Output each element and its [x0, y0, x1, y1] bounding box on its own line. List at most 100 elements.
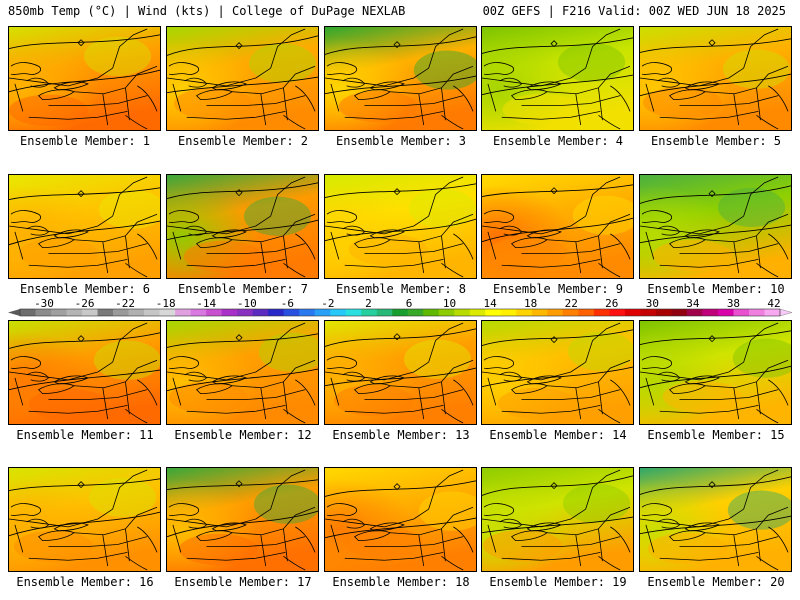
scale-tick-label: 22	[565, 297, 578, 310]
scale-swatch	[609, 309, 626, 316]
scale-swatch	[376, 309, 393, 316]
ensemble-panel-14	[481, 320, 634, 425]
ensemble-member-label: Ensemble Member: 17	[174, 575, 312, 589]
map-field	[9, 321, 160, 424]
scale-tick-label: 38	[727, 297, 740, 310]
scale-swatch	[500, 309, 517, 316]
scale-arrow-right	[779, 308, 792, 317]
scale-swatch	[128, 309, 145, 316]
scale-swatch	[547, 309, 564, 316]
map-field	[482, 468, 633, 571]
scale-swatch	[624, 309, 641, 316]
map-field	[325, 468, 476, 571]
ensemble-member-label: Ensemble Member: 5	[650, 134, 782, 148]
map-field	[167, 468, 318, 571]
ensemble-member-label: Ensemble Member: 10	[647, 282, 785, 296]
scale-swatch	[206, 309, 223, 316]
ensemble-member-label: Ensemble Member: 15	[647, 428, 785, 442]
scale-swatch	[438, 309, 455, 316]
scale-swatch	[330, 309, 347, 316]
scale-swatch	[20, 309, 36, 316]
scale-tick-label: -6	[281, 297, 294, 310]
scale-swatch	[283, 309, 300, 316]
map-field	[325, 27, 476, 130]
ensemble-member-label: Ensemble Member: 9	[492, 282, 624, 296]
map-field	[325, 321, 476, 424]
scale-swatch	[733, 309, 750, 316]
map-field	[167, 27, 318, 130]
scale-swatch	[35, 309, 52, 316]
chart-title: 850mb Temp (°C) | Wind (kts) | College o…	[8, 4, 406, 18]
scale-swatch	[314, 309, 331, 316]
scale-tick-label: 10	[443, 297, 456, 310]
scale-swatch	[578, 309, 595, 316]
scale-tick-label: -10	[237, 297, 257, 310]
scale-swatch	[82, 309, 98, 316]
map-field	[167, 175, 318, 278]
map-field	[9, 27, 160, 130]
ensemble-member-label: Ensemble Member: 8	[335, 282, 467, 296]
map-field	[482, 321, 633, 424]
ensemble-panel-16	[8, 467, 161, 572]
scale-swatch	[407, 309, 424, 316]
ensemble-panel-12	[166, 320, 319, 425]
scale-swatch	[345, 309, 362, 316]
map-field	[482, 27, 633, 130]
ensemble-member-label: Ensemble Member: 1	[19, 134, 151, 148]
model-run-info: 00Z GEFS | F216 Valid: 00Z WED JUN 18 20…	[482, 4, 786, 18]
scale-swatch	[392, 309, 409, 316]
scale-swatch	[361, 309, 378, 316]
scale-swatch	[113, 309, 129, 316]
ensemble-member-label: Ensemble Member: 16	[16, 575, 154, 589]
scale-tick-label: 18	[524, 297, 537, 310]
scale-swatch	[516, 309, 533, 316]
ensemble-panel-1	[8, 26, 161, 131]
scale-swatch	[454, 309, 471, 316]
scale-swatch	[485, 309, 502, 316]
scale-arrow-left	[8, 309, 20, 316]
ensemble-member-label: Ensemble Member: 4	[492, 134, 624, 148]
map-field	[482, 175, 633, 278]
map-field	[640, 175, 791, 278]
scale-tick-label: -22	[115, 297, 135, 310]
ensemble-panel-4	[481, 26, 634, 131]
scale-swatch	[748, 309, 765, 316]
scale-swatch	[655, 309, 672, 316]
ensemble-panel-17	[166, 467, 319, 572]
ensemble-panel-7	[166, 174, 319, 279]
scale-swatch	[144, 309, 160, 316]
ensemble-panel-3	[324, 26, 477, 131]
ensemble-member-label: Ensemble Member: 2	[177, 134, 309, 148]
scale-tick-label: 2	[365, 297, 372, 310]
scale-tick-label: -30	[34, 297, 54, 310]
scale-swatch	[686, 309, 703, 316]
scale-swatch	[562, 309, 579, 316]
scale-swatch	[593, 309, 610, 316]
scale-swatch	[531, 309, 548, 316]
ensemble-member-label: Ensemble Member: 13	[332, 428, 470, 442]
scale-swatch	[159, 309, 176, 316]
ensemble-member-label: Ensemble Member: 12	[174, 428, 312, 442]
ensemble-member-label: Ensemble Member: 7	[177, 282, 309, 296]
ensemble-panel-15	[639, 320, 792, 425]
map-field	[640, 27, 791, 130]
ensemble-panel-9	[481, 174, 634, 279]
scale-swatch	[671, 309, 688, 316]
ensemble-panel-18	[324, 467, 477, 572]
scale-swatch	[702, 309, 719, 316]
scale-swatch	[423, 309, 440, 316]
ensemble-panel-2	[166, 26, 319, 131]
scale-swatch	[190, 309, 207, 316]
scale-swatch	[221, 309, 238, 316]
scale-tick-label: -2	[321, 297, 334, 310]
ensemble-member-label: Ensemble Member: 18	[332, 575, 470, 589]
scale-swatch	[469, 309, 486, 316]
scale-tick-label: 14	[483, 297, 497, 310]
ensemble-panel-11	[8, 320, 161, 425]
map-field	[167, 321, 318, 424]
ensemble-member-label: Ensemble Member: 20	[647, 575, 785, 589]
ensemble-panel-19	[481, 467, 634, 572]
scale-tick-label: -14	[196, 297, 216, 310]
map-field	[325, 175, 476, 278]
ensemble-member-label: Ensemble Member: 11	[16, 428, 154, 442]
